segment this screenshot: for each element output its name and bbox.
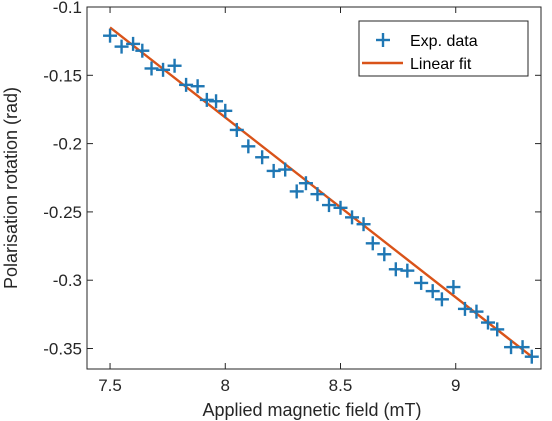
data-point — [414, 275, 429, 290]
data-points-layer — [103, 28, 539, 364]
y-axis-label: Polarisation rotation (rad) — [1, 87, 21, 289]
data-point — [333, 200, 348, 215]
fit-line — [109, 26, 533, 358]
data-point — [400, 263, 415, 278]
data-point — [388, 262, 403, 277]
data-point — [321, 198, 336, 213]
legend-label-fit: Linear fit — [410, 56, 472, 73]
data-point — [480, 315, 495, 330]
data-point — [469, 304, 484, 319]
data-point — [126, 36, 141, 51]
x-tick-label: 9 — [451, 376, 460, 395]
data-point — [524, 349, 539, 364]
y-tick-label: -0.15 — [43, 66, 82, 85]
data-point — [229, 122, 244, 137]
y-tick-label: -0.1 — [53, 0, 82, 17]
tick-layer — [87, 6, 541, 369]
y-tick-label: -0.3 — [53, 271, 82, 290]
data-point — [199, 92, 214, 107]
legend: Exp. data Linear fit — [358, 20, 529, 77]
data-point — [266, 163, 281, 178]
y-tick-label: -0.2 — [53, 135, 82, 154]
y-tick-label: -0.25 — [43, 203, 82, 222]
y-tick-label: -0.35 — [43, 340, 82, 359]
data-point — [434, 292, 449, 307]
data-point — [167, 58, 182, 73]
x-tick-label: 8 — [221, 376, 230, 395]
data-point — [255, 150, 270, 165]
data-point — [103, 28, 118, 43]
legend-box — [358, 20, 529, 77]
data-point — [356, 217, 371, 232]
data-point — [310, 187, 325, 202]
y-tick-labels: -0.1 -0.15 -0.2 -0.25 -0.3 -0.35 — [43, 0, 82, 359]
data-point — [156, 62, 171, 77]
data-point — [278, 162, 293, 177]
data-point — [135, 43, 150, 58]
data-point — [457, 301, 472, 316]
data-point — [345, 210, 360, 225]
data-point — [298, 176, 313, 191]
data-point — [144, 61, 159, 76]
legend-label-data: Exp. data — [410, 33, 478, 50]
data-point — [179, 77, 194, 92]
data-point — [515, 340, 530, 355]
legend-marker-data — [376, 33, 390, 47]
x-tick-label: 7.5 — [98, 376, 122, 395]
data-point — [425, 284, 440, 299]
data-point — [377, 247, 392, 262]
x-tick-labels: 7.5 8 8.5 9 — [98, 376, 460, 395]
plot-frame — [86, 6, 542, 370]
fit-line-layer — [109, 26, 533, 358]
data-point — [218, 103, 233, 118]
data-point — [209, 94, 224, 109]
data-point — [446, 280, 461, 295]
data-point — [190, 79, 205, 94]
x-tick-label: 8.5 — [329, 376, 353, 395]
data-point — [241, 139, 256, 154]
data-point — [289, 184, 304, 199]
x-axis-label: Applied magnetic field (mT) — [202, 400, 421, 420]
data-point — [365, 236, 380, 251]
data-point — [114, 39, 129, 54]
data-point — [490, 322, 505, 337]
